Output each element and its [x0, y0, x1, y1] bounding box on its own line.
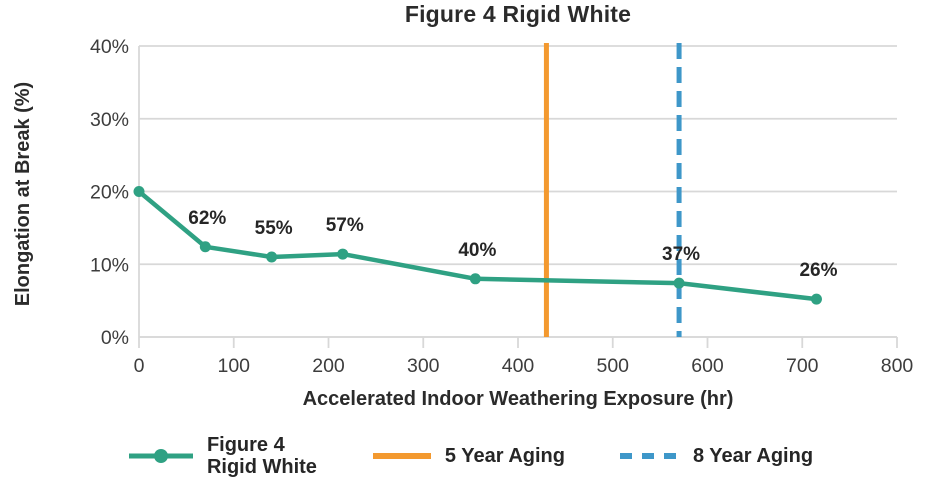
data-point-marker [810, 293, 822, 305]
x-tick-label: 0 [134, 355, 145, 377]
data-point-marker [133, 186, 145, 197]
data-point-marker [673, 277, 685, 289]
x-tick-label: 100 [217, 355, 250, 377]
legend-label-series: Figure 4 Rigid White [207, 434, 317, 479]
data-point-label: 62% [188, 208, 226, 229]
axis-tick-labels: 0% 10% 20% 30% 40% 0 100 200 300 400 500 600 700 800 [90, 36, 913, 377]
legend-label-8yr: 8 Year Aging [692, 445, 814, 468]
legend-label-series-line1: Figure 4 [206, 434, 285, 456]
plot-area: 0%10%20%30%40%0 100 200 300 400 500 600 700 800 … [90, 36, 913, 377]
series-line [133, 186, 822, 305]
data-point-label: 40% [458, 240, 496, 261]
data-labels: 62% 55% 57% 40% 37% 26% [188, 208, 837, 281]
reference-lines [543, 43, 682, 337]
x-tick-label: 500 [596, 355, 629, 377]
x-tick-label: 700 [786, 355, 819, 377]
y-tick-label: 30% [90, 109, 129, 131]
x-tick-label: 800 [881, 355, 914, 377]
x-tick-label: 300 [407, 355, 440, 377]
data-point-marker [199, 241, 211, 253]
series-line-swatch [128, 449, 193, 464]
data-point-marker [266, 251, 278, 263]
series-marker-icon [153, 449, 168, 464]
data-point-label: 57% [326, 215, 364, 236]
data-point-marker [337, 248, 349, 260]
legend-item-5yr: 5 Year Aging [371, 445, 565, 467]
x-tick-label: 600 [691, 355, 724, 377]
x-tick-label: 400 [502, 355, 535, 377]
data-point-label: 26% [799, 260, 837, 281]
solid-line-swatch [372, 453, 431, 460]
data-point-marker [469, 273, 481, 285]
dashed-line-swatch [619, 453, 680, 460]
y-tick-label: 40% [90, 36, 129, 58]
y-tick-label: 20% [90, 182, 129, 204]
x-tick-label: 200 [312, 355, 345, 377]
data-point-label: 55% [255, 218, 293, 239]
axis-lines [138, 46, 898, 348]
legend-item-8yr: 8 Year Aging [619, 445, 813, 467]
chart-title: Figure 4 Rigid White [404, 1, 632, 27]
y-tick-label: 0% [101, 327, 129, 349]
legend: Figure 4 Rigid White 5 Year Aging 8 Year… [0, 434, 940, 479]
legend-label-series-line2: Rigid White [206, 456, 317, 479]
x-axis-title: Accelerated Indoor Weathering Exposure (… [302, 388, 734, 410]
legend-item-series: Figure 4 Rigid White [127, 434, 317, 479]
y-tick-label: 10% [90, 254, 129, 276]
data-point-label: 37% [662, 244, 700, 265]
legend-label-5yr: 5 Year Aging [444, 445, 565, 468]
